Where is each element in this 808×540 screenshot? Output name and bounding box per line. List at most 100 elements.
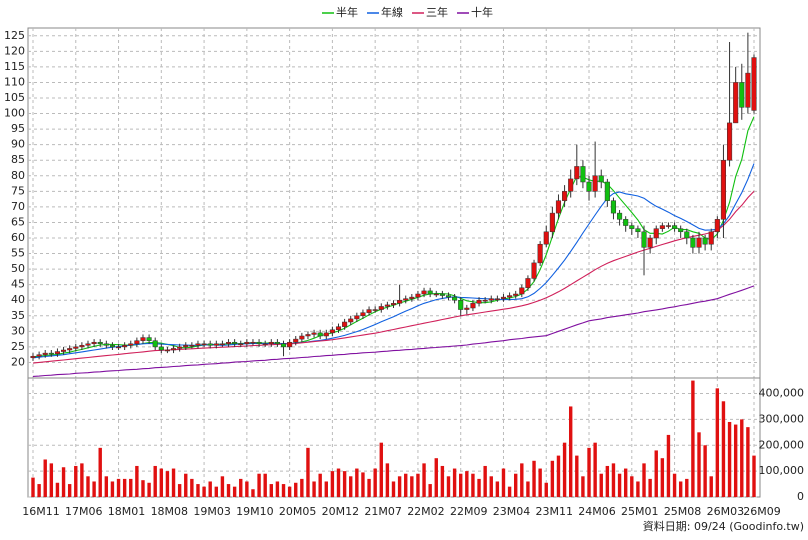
candle-body bbox=[323, 332, 329, 337]
candle-body bbox=[317, 332, 323, 337]
ma-line bbox=[32, 190, 755, 364]
volume-bar bbox=[104, 476, 109, 497]
candle-body bbox=[342, 321, 348, 327]
volume-bar bbox=[581, 476, 585, 497]
y-tick-label: 80 bbox=[11, 169, 25, 182]
candle-body bbox=[372, 309, 378, 311]
volume-bar bbox=[733, 424, 738, 497]
volume-bar bbox=[630, 476, 634, 497]
volume-bar bbox=[202, 486, 206, 497]
volume-bar bbox=[294, 482, 298, 497]
y-tick-label: 90 bbox=[11, 138, 25, 151]
candle-body bbox=[189, 345, 195, 347]
candle-body bbox=[623, 219, 629, 226]
candle-body bbox=[543, 231, 549, 245]
volume-bar bbox=[611, 463, 616, 497]
volume-bar bbox=[122, 478, 127, 497]
candle-body bbox=[531, 262, 537, 279]
candle-body bbox=[115, 346, 122, 349]
x-tick-label: 25M08 bbox=[664, 505, 702, 518]
volume-bar bbox=[599, 473, 603, 497]
candle-body bbox=[659, 225, 665, 229]
candle-body bbox=[262, 343, 268, 346]
volume-bar bbox=[135, 465, 139, 497]
volume-bar bbox=[746, 427, 750, 497]
volume-bar bbox=[55, 482, 60, 497]
volume-bar bbox=[208, 481, 212, 497]
candle-body bbox=[146, 337, 152, 341]
candle-body bbox=[549, 212, 555, 233]
candle-body bbox=[268, 341, 274, 345]
candle-body bbox=[464, 307, 470, 310]
candle-body bbox=[488, 298, 494, 301]
candle-body bbox=[702, 237, 708, 245]
candle-body bbox=[720, 159, 726, 220]
volume-bar bbox=[740, 419, 744, 497]
volume-bar bbox=[239, 478, 243, 497]
volume-bar bbox=[373, 468, 377, 497]
candle-body bbox=[458, 299, 464, 310]
source-note: 資料日期: 09/24 (Goodinfo.tw) bbox=[643, 519, 804, 533]
y-tick-label: 0 bbox=[797, 490, 804, 503]
candle-body bbox=[403, 298, 409, 301]
volume-bar bbox=[715, 388, 720, 497]
volume-bar bbox=[312, 481, 316, 497]
candle-body bbox=[482, 299, 488, 302]
candle-body bbox=[274, 341, 280, 345]
candle-body bbox=[617, 212, 623, 220]
volume-bar bbox=[98, 447, 102, 497]
candle-body bbox=[378, 306, 384, 310]
y-tick-label: 70 bbox=[11, 200, 25, 213]
volume-bar bbox=[184, 473, 188, 497]
volume-bar bbox=[80, 463, 84, 497]
volume-bar bbox=[544, 482, 548, 497]
candle-body bbox=[61, 349, 67, 352]
candle-body bbox=[122, 345, 128, 348]
candle-body bbox=[250, 341, 256, 344]
candle-body bbox=[287, 341, 293, 348]
x-tick-label: 18M08 bbox=[151, 505, 189, 518]
volume-bar bbox=[660, 458, 665, 497]
candle-body bbox=[665, 225, 672, 227]
y-tick-label: 85 bbox=[11, 153, 25, 166]
volume-bar bbox=[367, 478, 371, 497]
x-tick-label: 25M01 bbox=[621, 505, 659, 518]
volume-bar bbox=[642, 463, 646, 497]
candle-body bbox=[708, 231, 714, 245]
volume-bar bbox=[190, 478, 194, 497]
candle-body bbox=[67, 348, 73, 351]
candle-body bbox=[525, 278, 531, 289]
volume-bar bbox=[678, 481, 683, 497]
y-tick-label: 45 bbox=[11, 278, 25, 291]
candle-body bbox=[128, 343, 134, 346]
volume-bar bbox=[489, 476, 493, 497]
volume-bar bbox=[654, 450, 658, 497]
volume-bar bbox=[422, 463, 426, 497]
candle-body bbox=[714, 219, 720, 233]
x-tick-label: 24M06 bbox=[578, 505, 616, 518]
candle-body bbox=[73, 346, 79, 349]
y-tick-label: 100 bbox=[4, 107, 25, 120]
volume-bar bbox=[361, 472, 365, 497]
volume-bar bbox=[31, 477, 35, 497]
x-tick-label: 26M09 bbox=[743, 505, 781, 518]
y-tick-label: 65 bbox=[11, 215, 25, 228]
candle-body bbox=[409, 296, 415, 299]
volume-bar bbox=[575, 455, 579, 497]
volume-bar bbox=[556, 455, 561, 497]
volume-bar bbox=[385, 463, 390, 497]
volume-bar bbox=[263, 473, 267, 497]
volume-bar bbox=[159, 468, 164, 497]
candle-body bbox=[641, 231, 647, 248]
candle-body bbox=[592, 175, 598, 192]
ma-line bbox=[32, 285, 755, 377]
candle-body bbox=[452, 296, 458, 301]
candle-body bbox=[244, 341, 250, 345]
ma-line bbox=[32, 163, 755, 359]
candle-body bbox=[280, 343, 287, 348]
volume-bar bbox=[129, 478, 133, 497]
y-tick-label: 300,000 bbox=[759, 412, 805, 425]
volume-bar bbox=[251, 489, 255, 497]
candle-body bbox=[79, 345, 85, 348]
volume-bar bbox=[709, 476, 713, 497]
